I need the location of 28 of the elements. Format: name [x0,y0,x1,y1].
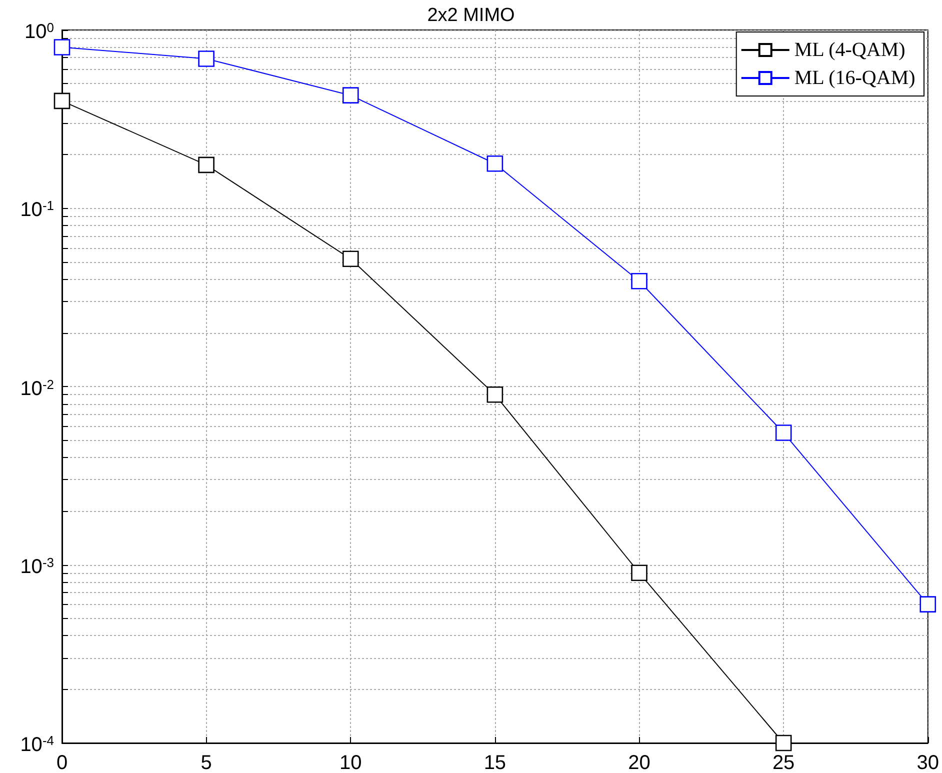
point [486,386,504,403]
x-tick-label: 0 [56,752,68,773]
x-tick-label: 20 [628,752,650,773]
point [775,734,792,752]
point [486,155,504,172]
legend-label: ML (16-QAM) [794,67,916,89]
y-tick-label: 10$^{0}$ [24,19,54,43]
legend-label: ML (4-QAM) [794,39,906,61]
point [54,39,70,56]
x-tick-label: 15 [484,752,506,773]
point [920,596,936,612]
y-tick-label: 10$^{-4}$ [20,732,54,756]
point [198,50,214,67]
point [631,564,648,582]
point [631,272,648,290]
y-tick-label: 10$^{-1}$ [20,197,54,222]
point [775,424,792,441]
chart-title: 2x2 MIMO [427,5,515,26]
y-tick-label: 10$^{-3}$ [20,554,54,578]
x-tick-label: 30 [916,752,939,773]
point [342,250,359,268]
x-tick-label: 10 [340,752,362,773]
x-tick-label: 25 [772,752,795,773]
point [198,156,214,174]
point [54,92,70,110]
y-tick-label: 10$^{-2}$ [20,376,54,400]
point [342,87,359,104]
x-tick-label: 5 [200,752,212,773]
